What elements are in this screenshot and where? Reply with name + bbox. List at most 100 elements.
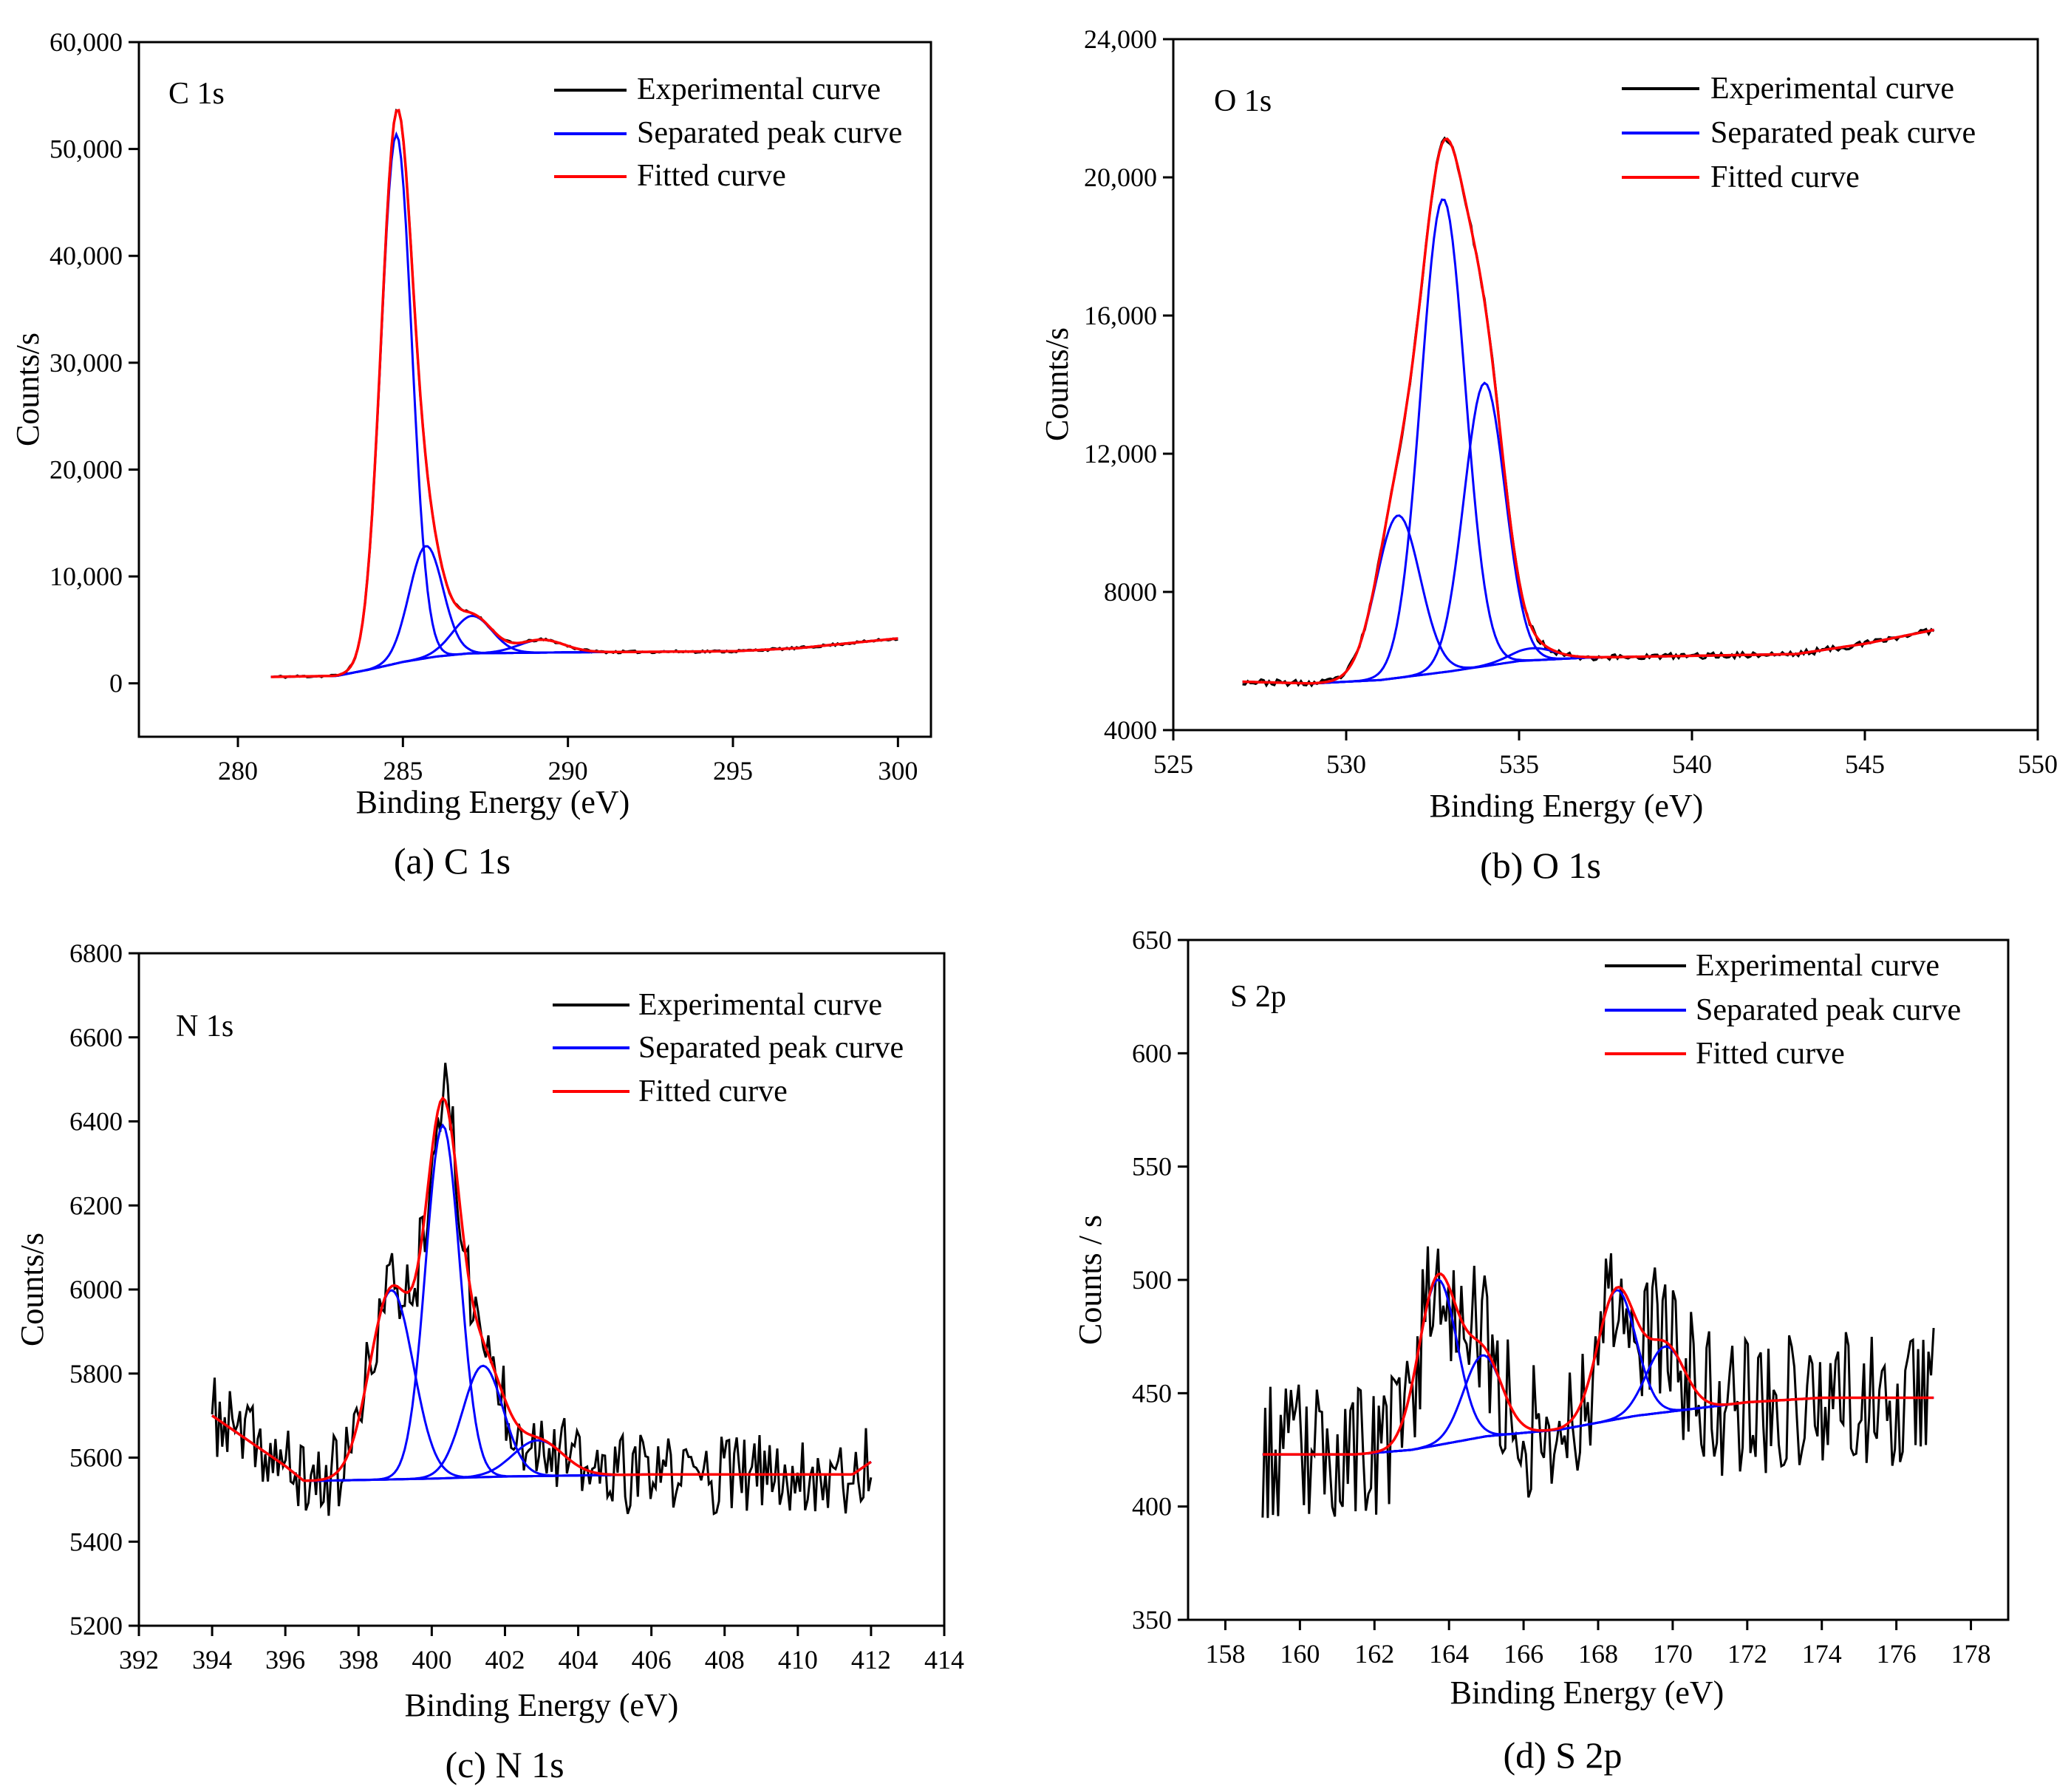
legend-separated-label: Separated peak curve [1710,116,1976,150]
x-ticks: 280 285 290 295 300 [218,737,918,786]
y-tick-label: 5600 [69,1443,123,1473]
x-tick-label: 174 [1802,1639,1842,1669]
x-tick-label: 162 [1354,1639,1394,1669]
x-tick-label: 300 [878,756,918,786]
separated-peak-3 [1242,381,1934,685]
y-tick-label: 5800 [69,1359,123,1389]
fitted-curve [1262,1272,1934,1456]
y-tick-label: 5200 [69,1611,123,1641]
x-axis-title: Binding Energy (eV) [405,1687,679,1723]
y-tick-label: 20,000 [50,454,123,484]
x-axis-title: Binding Energy (eV) [1450,1675,1724,1711]
x-tick-label: 412 [851,1645,891,1675]
panel-s2p: 350 400 450 500 550 600 650 158 160 162 164 166 168… [1072,925,2010,1776]
y-tick-label: 6000 [69,1275,123,1304]
x-ticks: 525 530 535 540 545 550 [1153,730,2058,779]
panel-caption: (c) N 1s [445,1744,564,1785]
series-group [211,1063,873,1516]
x-tick-label: 166 [1504,1639,1543,1669]
x-tick-label: 398 [338,1645,378,1675]
x-axis-title: Binding Energy (eV) [356,784,630,820]
fitted-curve [211,1096,872,1482]
x-tick-label: 400 [412,1645,451,1675]
x-tick-label: 550 [2018,749,2058,779]
legend-separated-label: Separated peak curve [1696,993,1961,1027]
x-tick-label: 525 [1153,749,1193,779]
legend: Experimental curve Separated peak curve … [1622,72,1976,194]
panel-tag: N 1s [176,1009,233,1043]
plot-frame [1187,938,2010,1621]
x-tick-label: 176 [1877,1639,1917,1669]
panel-tag: C 1s [168,77,225,111]
experimental-curve [1261,1246,1935,1519]
x-tick-label: 545 [1845,749,1885,779]
y-tick-label: 40,000 [50,241,123,270]
x-tick-label: 172 [1727,1639,1767,1669]
x-tick-label: 406 [632,1645,672,1675]
legend-fitted-label: Fitted curve [1710,160,1860,194]
y-tick-label: 50,000 [50,134,123,164]
x-tick-label: 394 [192,1645,232,1675]
x-tick-label: 168 [1578,1639,1618,1669]
y-tick-label: 24,000 [1084,24,1157,54]
separated-peak-4 [270,637,898,678]
x-tick-label: 535 [1499,749,1539,779]
y-tick-label: 30,000 [50,348,123,378]
x-tick-label: 392 [119,1645,159,1675]
legend: Experimental curve Separated peak curve … [553,988,904,1108]
x-tick-label: 158 [1205,1639,1245,1669]
y-tick-label: 6600 [69,1023,123,1052]
plot-frame [137,41,932,738]
y-axis-title: Counts/s [14,1233,50,1346]
y-axis-title: Counts / s [1072,1215,1108,1345]
y-tick-label: 10,000 [50,562,123,591]
y-tick-label: 12,000 [1084,439,1157,469]
x-tick-label: 280 [218,756,258,786]
y-tick-label: 4000 [1104,715,1157,745]
panel-tag: O 1s [1214,84,1272,118]
plot-frame [1172,38,2039,732]
x-tick-label: 396 [265,1645,305,1675]
panel-tag: S 2p [1230,980,1286,1014]
y-ticks: 5200 5400 5600 5800 6000 6200 6400 6600 6800 [69,938,139,1641]
panel-caption: (d) S 2p [1503,1734,1622,1776]
x-tick-label: 164 [1429,1639,1469,1669]
panel-caption: (b) O 1s [1480,845,1601,886]
y-ticks: 0 10,000 20,000 30,000 40,000 50,000 60,000 [50,27,139,698]
x-tick-label: 178 [1951,1639,1991,1669]
legend-fitted-label: Fitted curve [1696,1037,1845,1071]
panel-caption: (a) C 1s [394,840,511,882]
legend-separated-label: Separated peak curve [638,1031,904,1065]
separated-peak-1 [211,1289,872,1482]
panel-n1s: 5200 5400 5600 5800 6000 6200 6400 6600 6800 392… [14,938,964,1785]
legend-separated-label: Separated peak curve [637,116,902,150]
series-group [1242,136,1935,688]
legend-experimental-label: Experimental curve [637,72,881,106]
x-tick-label: 414 [924,1645,964,1675]
y-tick-label: 500 [1132,1265,1172,1295]
legend-experimental-label: Experimental curve [1696,949,1939,983]
x-tick-label: 540 [1672,749,1712,779]
legend: Experimental curve Separated peak curve … [1605,949,1961,1071]
x-tick-label: 170 [1653,1639,1693,1669]
legend: Experimental curve Separated peak curve … [554,72,902,193]
separated-peak-2 [1242,198,1934,685]
x-tick-label: 410 [778,1645,818,1675]
experimental-curve [211,1063,873,1516]
x-ticks: 392 394 396 398 400 402 404 406 408 410 412 414 [119,1626,964,1675]
legend-experimental-label: Experimental curve [638,988,882,1022]
x-tick-label: 285 [383,756,423,786]
y-tick-label: 20,000 [1084,163,1157,192]
separated-peak-1 [1262,1278,1934,1456]
panel-c1s: 0 10,000 20,000 30,000 40,000 50,000 60,000 28… [10,27,932,882]
y-tick-label: 550 [1132,1152,1172,1182]
y-axis-title: Counts/s [10,333,46,446]
fitted-curve [1242,137,1934,685]
y-tick-label: 6200 [69,1190,123,1220]
y-tick-label: 6400 [69,1107,123,1137]
fitted-curve [270,109,898,678]
x-ticks: 158 160 162 164 166 168 170 172 174 176 178 [1205,1620,1991,1669]
y-tick-label: 5400 [69,1527,123,1556]
y-tick-label: 6800 [69,938,123,968]
